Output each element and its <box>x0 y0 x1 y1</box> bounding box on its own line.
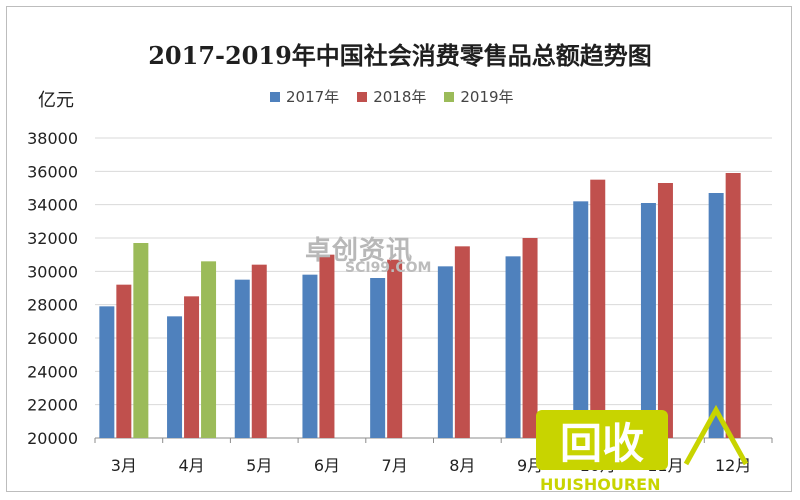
bar-2017-2 <box>234 279 250 438</box>
y-tick-label: 24000 <box>27 362 78 381</box>
legend: 2017年 2018年 2019年 <box>270 86 514 107</box>
x-tick-label: 6月 <box>314 456 340 475</box>
y-tick-label: 30000 <box>27 262 78 281</box>
legend-swatch-2017 <box>270 91 280 102</box>
watermark: 卓创资讯 <box>305 236 414 266</box>
bar-2017-7 <box>573 201 589 438</box>
logo-subtext: HUISHOUREN <box>540 475 660 494</box>
legend-label-2018: 2018年 <box>373 88 427 106</box>
bar-2018-4 <box>387 259 403 438</box>
bar-2018-3 <box>319 254 335 438</box>
x-tick-label: 3月 <box>111 456 137 475</box>
bar-2018-9 <box>725 173 741 438</box>
bar-2017-1 <box>167 316 183 438</box>
bar-2017-8 <box>640 203 656 438</box>
bar-2017-9 <box>708 193 724 438</box>
legend-swatch-2018 <box>357 91 368 102</box>
bar-2017-3 <box>302 274 318 438</box>
y-tick-label: 28000 <box>27 296 78 315</box>
bar-2018-8 <box>657 183 673 438</box>
x-tick-label: 8月 <box>449 456 475 475</box>
logo-badge <box>536 410 668 470</box>
y-tick-label: 26000 <box>27 329 78 348</box>
legend-item-2017: 2017年 <box>270 86 339 107</box>
bar-2017-6 <box>505 256 521 438</box>
y-tick-label: 38000 <box>27 129 78 148</box>
bar-2018-7 <box>590 179 606 438</box>
legend-item-2018: 2018年 <box>357 86 426 107</box>
chart-title: 2017-2019年中国社会消费零售品总额趋势图 <box>148 41 652 70</box>
bar-2017-4 <box>370 278 386 438</box>
x-tick-label: 7月 <box>382 456 408 475</box>
bar-2018-0 <box>116 284 132 438</box>
logo-person-icon <box>683 404 749 466</box>
watermark-sub: SCI99.COM <box>345 260 432 276</box>
bar-2017-5 <box>437 266 453 438</box>
legend-label-2017: 2017年 <box>286 88 340 106</box>
bar-2018-5 <box>454 246 470 438</box>
y-axis-label: 亿元 <box>38 90 74 111</box>
logo-text: 回收 <box>560 419 644 468</box>
legend-swatch-2019 <box>444 91 455 102</box>
y-tick-label: 20000 <box>27 429 78 448</box>
y-tick-label: 22000 <box>27 396 78 415</box>
bar-2019-0 <box>133 243 149 438</box>
bar-2018-6 <box>522 238 538 438</box>
bar-2017-0 <box>99 306 115 438</box>
legend-label-2019: 2019年 <box>460 88 514 106</box>
y-tick-label: 32000 <box>27 229 78 248</box>
site-logo: 回收 HUISHOUREN <box>536 404 749 494</box>
bar-2018-1 <box>184 296 200 438</box>
x-tick-label: 5月 <box>246 456 272 475</box>
legend-item-2019: 2019年 <box>444 86 514 107</box>
bar-2019-1 <box>201 261 217 438</box>
y-tick-label: 36000 <box>27 162 78 181</box>
x-tick-label: 4月 <box>178 456 204 475</box>
bar-2018-2 <box>251 264 267 438</box>
y-tick-label: 34000 <box>27 196 78 215</box>
